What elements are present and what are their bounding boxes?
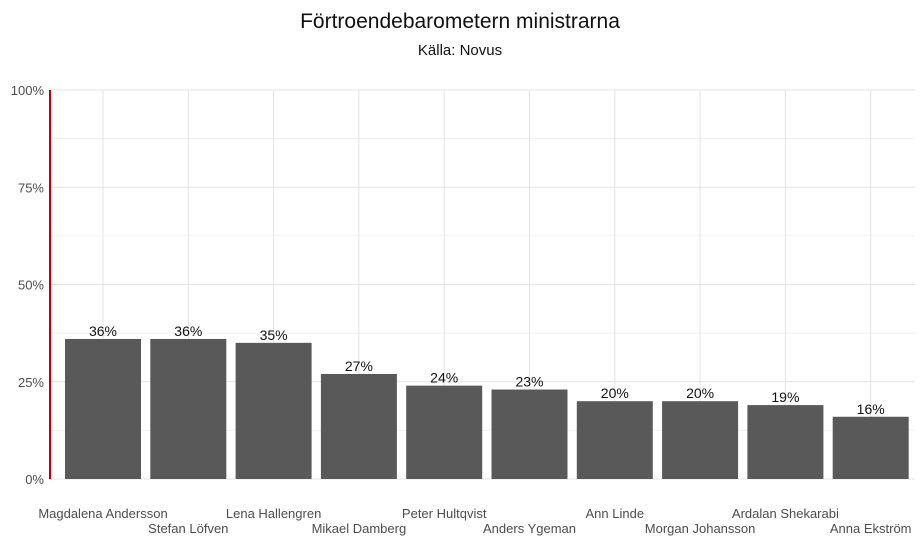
chart-subtitle: Källa: Novus — [417, 42, 503, 59]
bar — [832, 416, 909, 479]
data-label: 27% — [345, 358, 373, 374]
x-tick-label: Stefan Löfven — [148, 521, 228, 536]
data-label: 19% — [771, 389, 799, 405]
y-tick-label: 100% — [11, 83, 45, 98]
x-tick-label: Anders Ygeman — [483, 521, 576, 536]
data-label: 36% — [174, 323, 202, 339]
bar — [491, 389, 568, 479]
data-label: 20% — [601, 385, 629, 401]
data-label: 20% — [686, 385, 714, 401]
y-tick-label: 75% — [18, 180, 44, 195]
x-tick-label: Peter Hultqvist — [402, 506, 487, 521]
data-label: 24% — [430, 370, 458, 386]
bar — [65, 338, 141, 479]
x-tick-label: Lena Hallengren — [226, 506, 321, 521]
x-tick-label: Ardalan Shekarabi — [732, 506, 839, 521]
bar — [320, 373, 397, 479]
data-label: 35% — [260, 327, 288, 343]
bar — [576, 401, 653, 479]
data-label: 36% — [89, 323, 117, 339]
x-tick-label: Mikael Damberg — [312, 521, 407, 536]
bar — [406, 385, 483, 479]
x-tick-label: Ann Linde — [586, 506, 645, 521]
bar — [150, 338, 227, 479]
bar — [662, 401, 739, 479]
bar — [235, 342, 312, 479]
y-tick-label: 50% — [18, 278, 44, 293]
data-label: 16% — [857, 401, 885, 417]
x-tick-label: Magdalena Andersson — [38, 506, 167, 521]
x-tick-label: Anna Ekström — [830, 521, 912, 536]
x-tick-label: Morgan Johansson — [645, 521, 756, 536]
data-label: 23% — [515, 374, 543, 390]
chart-title: Förtroendebarometern ministrarna — [300, 10, 620, 33]
y-tick-label: 25% — [18, 375, 44, 390]
y-tick-label: 0% — [25, 472, 44, 487]
bar — [747, 405, 824, 479]
